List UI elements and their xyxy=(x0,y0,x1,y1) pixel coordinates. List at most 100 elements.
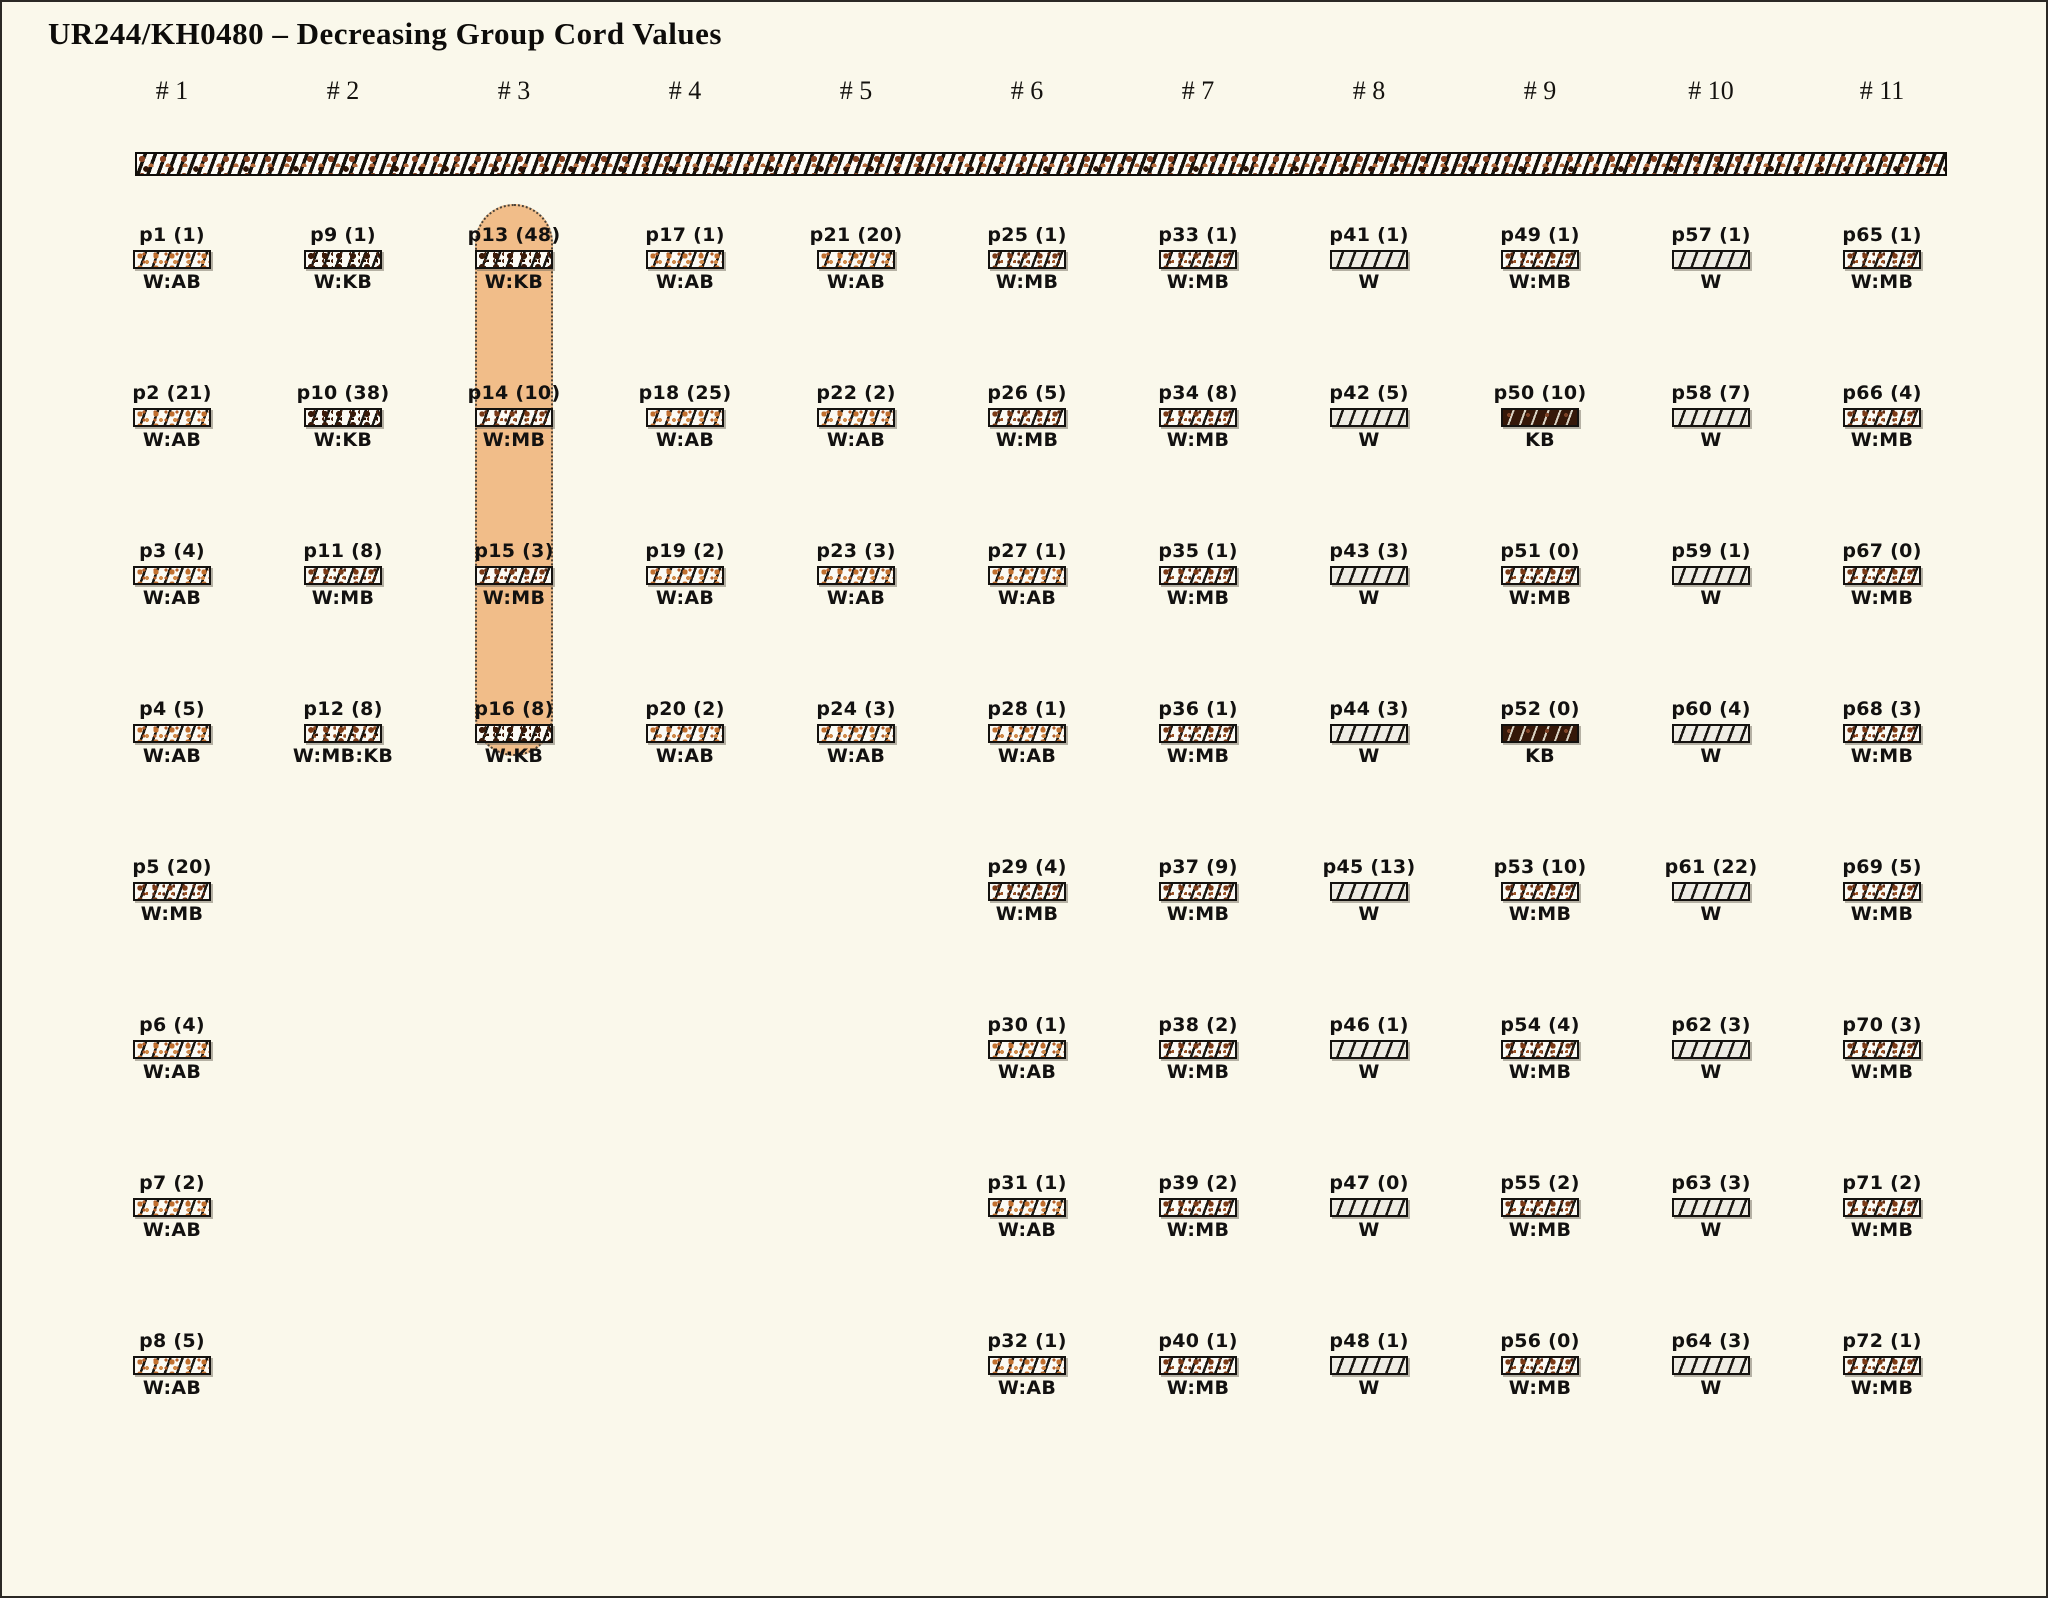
pendant-label: p9 (1) xyxy=(310,224,376,246)
pendant-bar xyxy=(1501,408,1579,427)
pendant-bar xyxy=(988,1356,1066,1375)
pendant-bar xyxy=(1330,882,1408,901)
pendant-label: p42 (5) xyxy=(1329,382,1409,404)
pendant-p41: p41 (1) W xyxy=(1284,224,1454,294)
pendant-bar xyxy=(988,566,1066,585)
pendant-p50: p50 (10) KB xyxy=(1455,382,1625,452)
pendant-label: p23 (3) xyxy=(816,540,896,562)
pendant-label: p19 (2) xyxy=(645,540,725,562)
pendant-label: p72 (1) xyxy=(1842,1330,1922,1352)
pendant-p30: p30 (1) W:AB xyxy=(942,1014,1112,1084)
pendant-p5: p5 (20) W:MB xyxy=(87,856,257,926)
column-header: # 2 xyxy=(326,76,360,105)
pendant-bar xyxy=(1843,250,1921,269)
pendant-p51: p51 (0) W:MB xyxy=(1455,540,1625,610)
cord-color-label: W:MB xyxy=(1850,1061,1914,1083)
cord-color-label: W:AB xyxy=(826,429,886,451)
pendant-label: p5 (20) xyxy=(132,856,212,878)
pendant-bar xyxy=(1672,408,1750,427)
pendant-p61: p61 (22) W xyxy=(1626,856,1796,926)
cord-color-label: W:AB xyxy=(142,1377,202,1399)
pendant-label: p6 (4) xyxy=(139,1014,205,1036)
column-header: # 6 xyxy=(1010,76,1044,105)
pendant-label: p22 (2) xyxy=(816,382,896,404)
pendant-p52: p52 (0) KB xyxy=(1455,698,1625,768)
pendant-label: p62 (3) xyxy=(1671,1014,1751,1036)
cord-color-label: W xyxy=(1358,1219,1380,1241)
pendant-p55: p55 (2) W:MB xyxy=(1455,1172,1625,1242)
cord-color-label: W:MB xyxy=(1508,1061,1572,1083)
column-header: # 11 xyxy=(1859,76,1905,105)
pendant-bar xyxy=(1672,724,1750,743)
pendant-label: p13 (48) xyxy=(467,224,561,246)
pendant-label: p65 (1) xyxy=(1842,224,1922,246)
pendant-bar xyxy=(817,566,895,585)
cord-color-label: W xyxy=(1358,429,1380,451)
pendant-label: p58 (7) xyxy=(1671,382,1751,404)
cord-color-label: W xyxy=(1700,271,1722,293)
pendant-label: p21 (20) xyxy=(809,224,903,246)
pendant-label: p7 (2) xyxy=(139,1172,205,1194)
pendant-p72: p72 (1) W:MB xyxy=(1797,1330,1967,1400)
cord-color-label: W xyxy=(1700,587,1722,609)
cord-color-label: W:AB xyxy=(826,271,886,293)
cord-color-label: W xyxy=(1700,1219,1722,1241)
pendant-p31: p31 (1) W:AB xyxy=(942,1172,1112,1242)
pendant-bar xyxy=(1501,1356,1579,1375)
pendant-bar xyxy=(1159,724,1237,743)
cord-color-label: W:AB xyxy=(655,587,715,609)
pendant-label: p43 (3) xyxy=(1329,540,1409,562)
cord-color-label: W:MB xyxy=(1166,1377,1230,1399)
pendant-bar xyxy=(475,250,553,269)
pendant-label: p14 (10) xyxy=(467,382,561,404)
pendant-p32: p32 (1) W:AB xyxy=(942,1330,1112,1400)
pendant-label: p66 (4) xyxy=(1842,382,1922,404)
pendant-bar xyxy=(1330,1040,1408,1059)
cord-color-label: W:AB xyxy=(997,745,1057,767)
cord-color-label: W xyxy=(1358,745,1380,767)
pendant-label: p52 (0) xyxy=(1500,698,1580,720)
column-header: # 9 xyxy=(1523,76,1557,105)
cord-color-label: W:AB xyxy=(142,587,202,609)
cord-color-label: W:MB xyxy=(1166,1061,1230,1083)
pendant-p19: p19 (2) W:AB xyxy=(600,540,770,610)
page-title: UR244/KH0480 – Decreasing Group Cord Val… xyxy=(48,16,722,51)
pendant-bar xyxy=(646,724,724,743)
pendant-label: p70 (3) xyxy=(1842,1014,1922,1036)
pendant-label: p10 (38) xyxy=(296,382,390,404)
pendant-bar xyxy=(988,1040,1066,1059)
pendant-label: p25 (1) xyxy=(987,224,1067,246)
pendant-label: p47 (0) xyxy=(1329,1172,1409,1194)
pendant-p66: p66 (4) W:MB xyxy=(1797,382,1967,452)
cord-color-label: KB xyxy=(1525,429,1555,451)
cord-color-label: W:MB xyxy=(1850,587,1914,609)
pendant-bar xyxy=(1159,408,1237,427)
pendant-p58: p58 (7) W xyxy=(1626,382,1796,452)
cord-color-label: W:MB xyxy=(1166,429,1230,451)
pendant-bar xyxy=(646,566,724,585)
pendant-bar xyxy=(1159,1198,1237,1217)
pendant-bar xyxy=(133,1040,211,1059)
pendant-label: p44 (3) xyxy=(1329,698,1409,720)
pendant-label: p40 (1) xyxy=(1158,1330,1238,1352)
cord-color-label: W:MB xyxy=(140,903,204,925)
pendant-bar xyxy=(133,250,211,269)
pendant-label: p1 (1) xyxy=(139,224,205,246)
cord-color-label: KB xyxy=(1525,745,1555,767)
cord-color-label: W xyxy=(1358,271,1380,293)
pendant-label: p11 (8) xyxy=(303,540,383,562)
pendant-bar xyxy=(1330,1198,1408,1217)
pendant-label: p36 (1) xyxy=(1158,698,1238,720)
pendant-p10: p10 (38) W:KB xyxy=(258,382,428,452)
column-header: # 5 xyxy=(839,76,873,105)
pendant-label: p24 (3) xyxy=(816,698,896,720)
pendant-p12: p12 (8) W:MB:KB xyxy=(258,698,428,768)
pendant-p68: p68 (3) W:MB xyxy=(1797,698,1967,768)
pendant-p14: p14 (10) W:MB xyxy=(429,382,599,452)
pendant-bar xyxy=(1843,1356,1921,1375)
cord-color-label: W:AB xyxy=(142,745,202,767)
pendant-label: p28 (1) xyxy=(987,698,1067,720)
pendant-label: p55 (2) xyxy=(1500,1172,1580,1194)
pendant-bar xyxy=(304,566,382,585)
pendant-bar xyxy=(133,566,211,585)
